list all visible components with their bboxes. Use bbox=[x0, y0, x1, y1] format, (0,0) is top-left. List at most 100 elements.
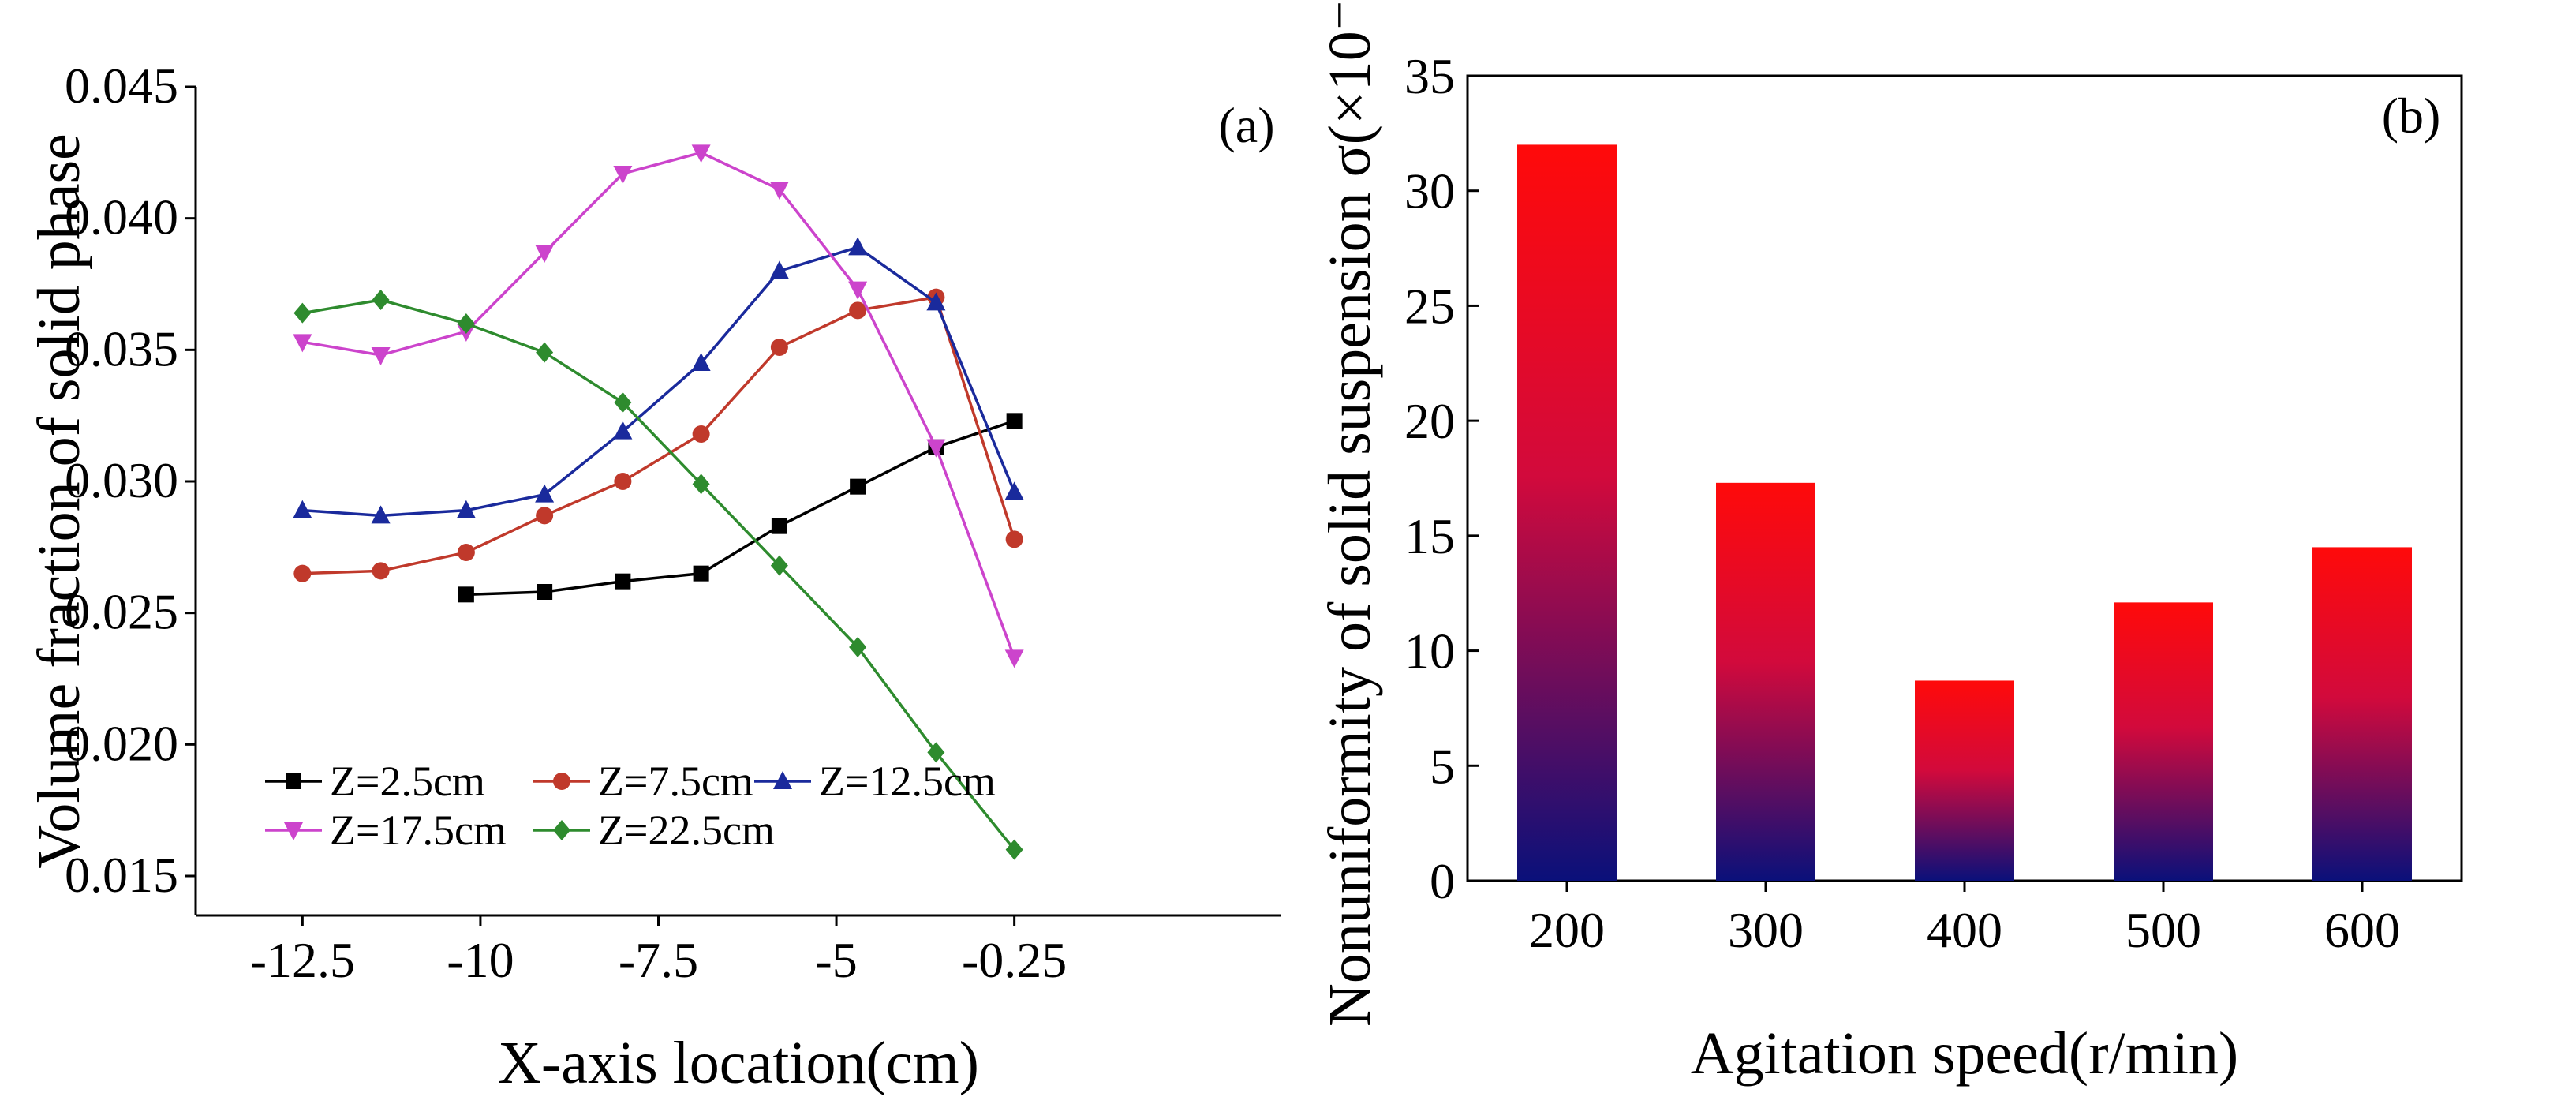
data-point bbox=[536, 507, 554, 525]
series-Z=12.5cm bbox=[293, 237, 1024, 524]
data-point bbox=[1005, 839, 1023, 860]
y-tick-label-b: 20 bbox=[1404, 393, 1455, 449]
x-tick-label-b: 200 bbox=[1529, 902, 1605, 958]
x-tick-label-b: 600 bbox=[2324, 902, 2400, 958]
data-point bbox=[456, 500, 476, 518]
series-line bbox=[302, 245, 1016, 518]
series-line bbox=[465, 419, 1015, 597]
x-axis-title-b: Agitation speed(r/min) bbox=[1691, 1020, 2238, 1087]
x-tick-label-b: 300 bbox=[1728, 902, 1804, 958]
x-tick-label-a: -10 bbox=[447, 932, 514, 988]
series-Z=2.5cm bbox=[458, 413, 1023, 603]
data-point bbox=[458, 586, 474, 603]
x-tick-label-a: -0.25 bbox=[962, 932, 1067, 988]
data-point bbox=[693, 565, 709, 582]
data-point bbox=[848, 281, 868, 300]
data-point bbox=[614, 392, 632, 413]
data-point bbox=[371, 347, 391, 365]
legend: Z=2.5cm Z=7.5cm Z=12.5cm Z=17.5cm Z=22.5cm bbox=[265, 758, 996, 854]
data-point bbox=[770, 339, 788, 356]
data-point bbox=[926, 439, 946, 458]
panel-label-a: (a) bbox=[1218, 97, 1274, 153]
bar-300 bbox=[1716, 482, 1815, 881]
legend-marker bbox=[773, 771, 792, 789]
data-point bbox=[293, 500, 312, 518]
panel-a-line-chart: 0.015 0.020 0.025 0.030 0.035 0.040 0.045 -12.5… bbox=[26, 58, 1281, 1096]
data-point bbox=[613, 166, 633, 184]
data-point bbox=[293, 564, 312, 582]
data-point bbox=[692, 425, 710, 443]
data-point bbox=[848, 237, 868, 256]
data-point bbox=[770, 555, 788, 576]
data-point bbox=[535, 484, 555, 503]
series-line bbox=[302, 298, 1016, 851]
series-Z=22.5cm bbox=[293, 290, 1023, 860]
legend-item: Z=17.5cm bbox=[265, 807, 507, 854]
bar-400 bbox=[1915, 680, 2014, 881]
data-point bbox=[691, 144, 711, 163]
y-tick-label-a: 0.020 bbox=[65, 715, 178, 771]
legend-item: Z=22.5cm bbox=[533, 807, 775, 854]
data-point bbox=[372, 562, 390, 580]
data-point bbox=[1004, 481, 1024, 500]
series-line bbox=[302, 151, 1016, 658]
y-tick-label-b: 25 bbox=[1404, 278, 1455, 334]
y-tick-label-a: 0.015 bbox=[65, 847, 178, 903]
x-tick-label-b: 500 bbox=[2125, 902, 2201, 958]
y-tick-label-a: 0.045 bbox=[65, 58, 178, 114]
legend-label: Z=7.5cm bbox=[598, 758, 753, 805]
y-axis-title-b: Nonuniformity of solid suspension σ(×10⁻… bbox=[1317, 0, 1383, 1027]
y-tick-label-b: 30 bbox=[1404, 163, 1455, 219]
data-point bbox=[769, 182, 789, 200]
data-point bbox=[1004, 649, 1024, 668]
x-axis-title-a: X-axis location(cm) bbox=[498, 1030, 979, 1096]
y-tick-label-a: 0.025 bbox=[65, 584, 178, 640]
x-tick-label-b: 400 bbox=[1927, 902, 2002, 958]
y-tick-label-a: 0.035 bbox=[65, 320, 178, 376]
data-point bbox=[849, 637, 867, 657]
panel-label-b: (b) bbox=[2382, 88, 2441, 144]
x-tick-label-a: -7.5 bbox=[619, 932, 698, 988]
x-tick-label-a: -12.5 bbox=[250, 932, 355, 988]
data-point bbox=[771, 518, 787, 534]
data-point bbox=[293, 334, 312, 353]
bar-600 bbox=[2312, 547, 2412, 881]
x-tick-label-a: -5 bbox=[815, 932, 857, 988]
y-tick-label-b: 5 bbox=[1430, 738, 1455, 794]
data-point bbox=[457, 544, 475, 561]
series-Z=17.5cm bbox=[293, 144, 1024, 668]
bar-200 bbox=[1517, 144, 1617, 881]
data-point bbox=[850, 478, 866, 495]
data-point bbox=[926, 292, 946, 311]
data-point bbox=[536, 342, 554, 363]
legend-marker bbox=[553, 820, 570, 840]
y-tick-label-a: 0.030 bbox=[65, 452, 178, 508]
data-point bbox=[691, 353, 711, 371]
data-point bbox=[372, 290, 390, 310]
data-point bbox=[457, 313, 475, 334]
data-point bbox=[535, 245, 555, 263]
legend-label: Z=2.5cm bbox=[330, 758, 485, 805]
data-point bbox=[371, 505, 391, 524]
legend-label: Z=12.5cm bbox=[819, 758, 996, 805]
data-point bbox=[769, 260, 789, 279]
panel-b-bar-chart: 0 5 10 15 20 25 30 35 200 300 400 500 600 (b) Agita… bbox=[1317, 0, 2463, 1087]
legend-item: Z=12.5cm bbox=[754, 758, 996, 805]
y-axis-title-a: Volume fraction of solid phase bbox=[26, 133, 92, 869]
legend-marker bbox=[284, 822, 303, 840]
legend-item: Z=2.5cm bbox=[265, 758, 485, 805]
legend-label: Z=17.5cm bbox=[330, 807, 507, 854]
data-point bbox=[614, 473, 632, 490]
series-Z=7.5cm bbox=[293, 288, 1023, 582]
y-tick-label-a: 0.040 bbox=[65, 189, 178, 245]
y-axis-title-b-main: Nonuniformity of solid suspension σ(×10⁻… bbox=[1317, 0, 1383, 1027]
series-line bbox=[302, 295, 1016, 575]
bar-500 bbox=[2114, 602, 2213, 881]
y-tick-label-b: 35 bbox=[1404, 48, 1455, 104]
y-tick-label-b: 15 bbox=[1404, 508, 1455, 564]
data-point bbox=[1006, 413, 1023, 429]
data-point bbox=[849, 301, 867, 320]
y-tick-label-b: 10 bbox=[1404, 623, 1455, 679]
